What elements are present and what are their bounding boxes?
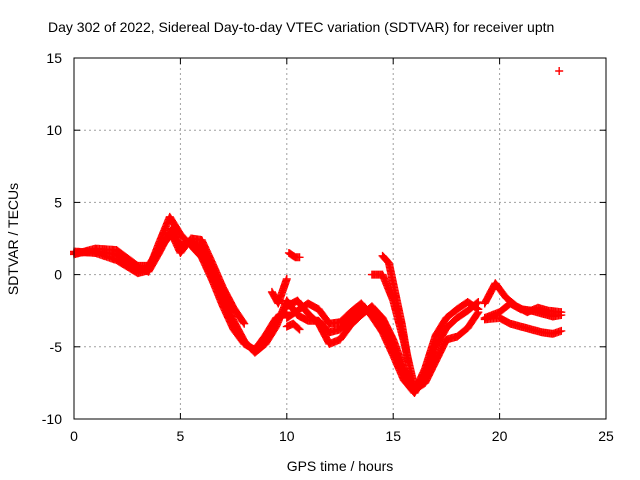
data-point <box>295 325 304 334</box>
x-tick-labels: 0 5 10 15 20 25 <box>70 428 614 444</box>
y-axis-label: SDTVAR / TECUs <box>5 183 21 295</box>
y-tick-label: 5 <box>54 194 62 210</box>
chart-title: Day 302 of 2022, Sidereal Day-to-day VTE… <box>48 19 555 35</box>
x-tick-label: 0 <box>70 428 78 444</box>
x-tick-label: 25 <box>598 428 614 444</box>
data-point <box>294 324 303 333</box>
plot-frame <box>73 57 607 420</box>
series-track-8 <box>378 251 413 366</box>
series-track-11 <box>480 313 566 338</box>
grid-lines <box>74 58 606 419</box>
x-tick-label: 15 <box>385 428 401 444</box>
data-point <box>555 66 564 75</box>
y-tick-label: -10 <box>42 411 62 427</box>
y-tick-label: 0 <box>54 267 62 283</box>
y-tick-labels: -10 -5 0 5 10 15 <box>42 50 62 427</box>
series-track-13 <box>284 248 304 262</box>
data-point <box>282 274 291 283</box>
data-point <box>404 357 413 366</box>
axis-ticks <box>73 57 607 420</box>
series-track-15 <box>555 66 564 75</box>
y-tick-label: 15 <box>46 50 62 66</box>
series-track-3 <box>70 230 249 328</box>
data-points <box>70 66 566 398</box>
data-point <box>557 308 566 317</box>
series-track-14 <box>267 274 291 308</box>
data-point <box>474 305 483 314</box>
series-track-6 <box>282 296 483 396</box>
series-track-10 <box>480 279 566 317</box>
data-point <box>557 326 566 335</box>
data-point <box>240 319 249 328</box>
series-track-12 <box>282 319 304 334</box>
data-point <box>473 304 482 313</box>
x-tick-label: 20 <box>492 428 508 444</box>
y-tick-label: -5 <box>50 339 63 355</box>
x-axis-label: GPS time / hours <box>287 458 394 474</box>
x-tick-label: 10 <box>279 428 295 444</box>
data-point <box>239 318 248 327</box>
y-tick-label: 10 <box>46 122 62 138</box>
data-point <box>295 253 304 262</box>
data-point <box>431 351 440 360</box>
x-tick-label: 5 <box>177 428 185 444</box>
data-point <box>474 298 483 307</box>
